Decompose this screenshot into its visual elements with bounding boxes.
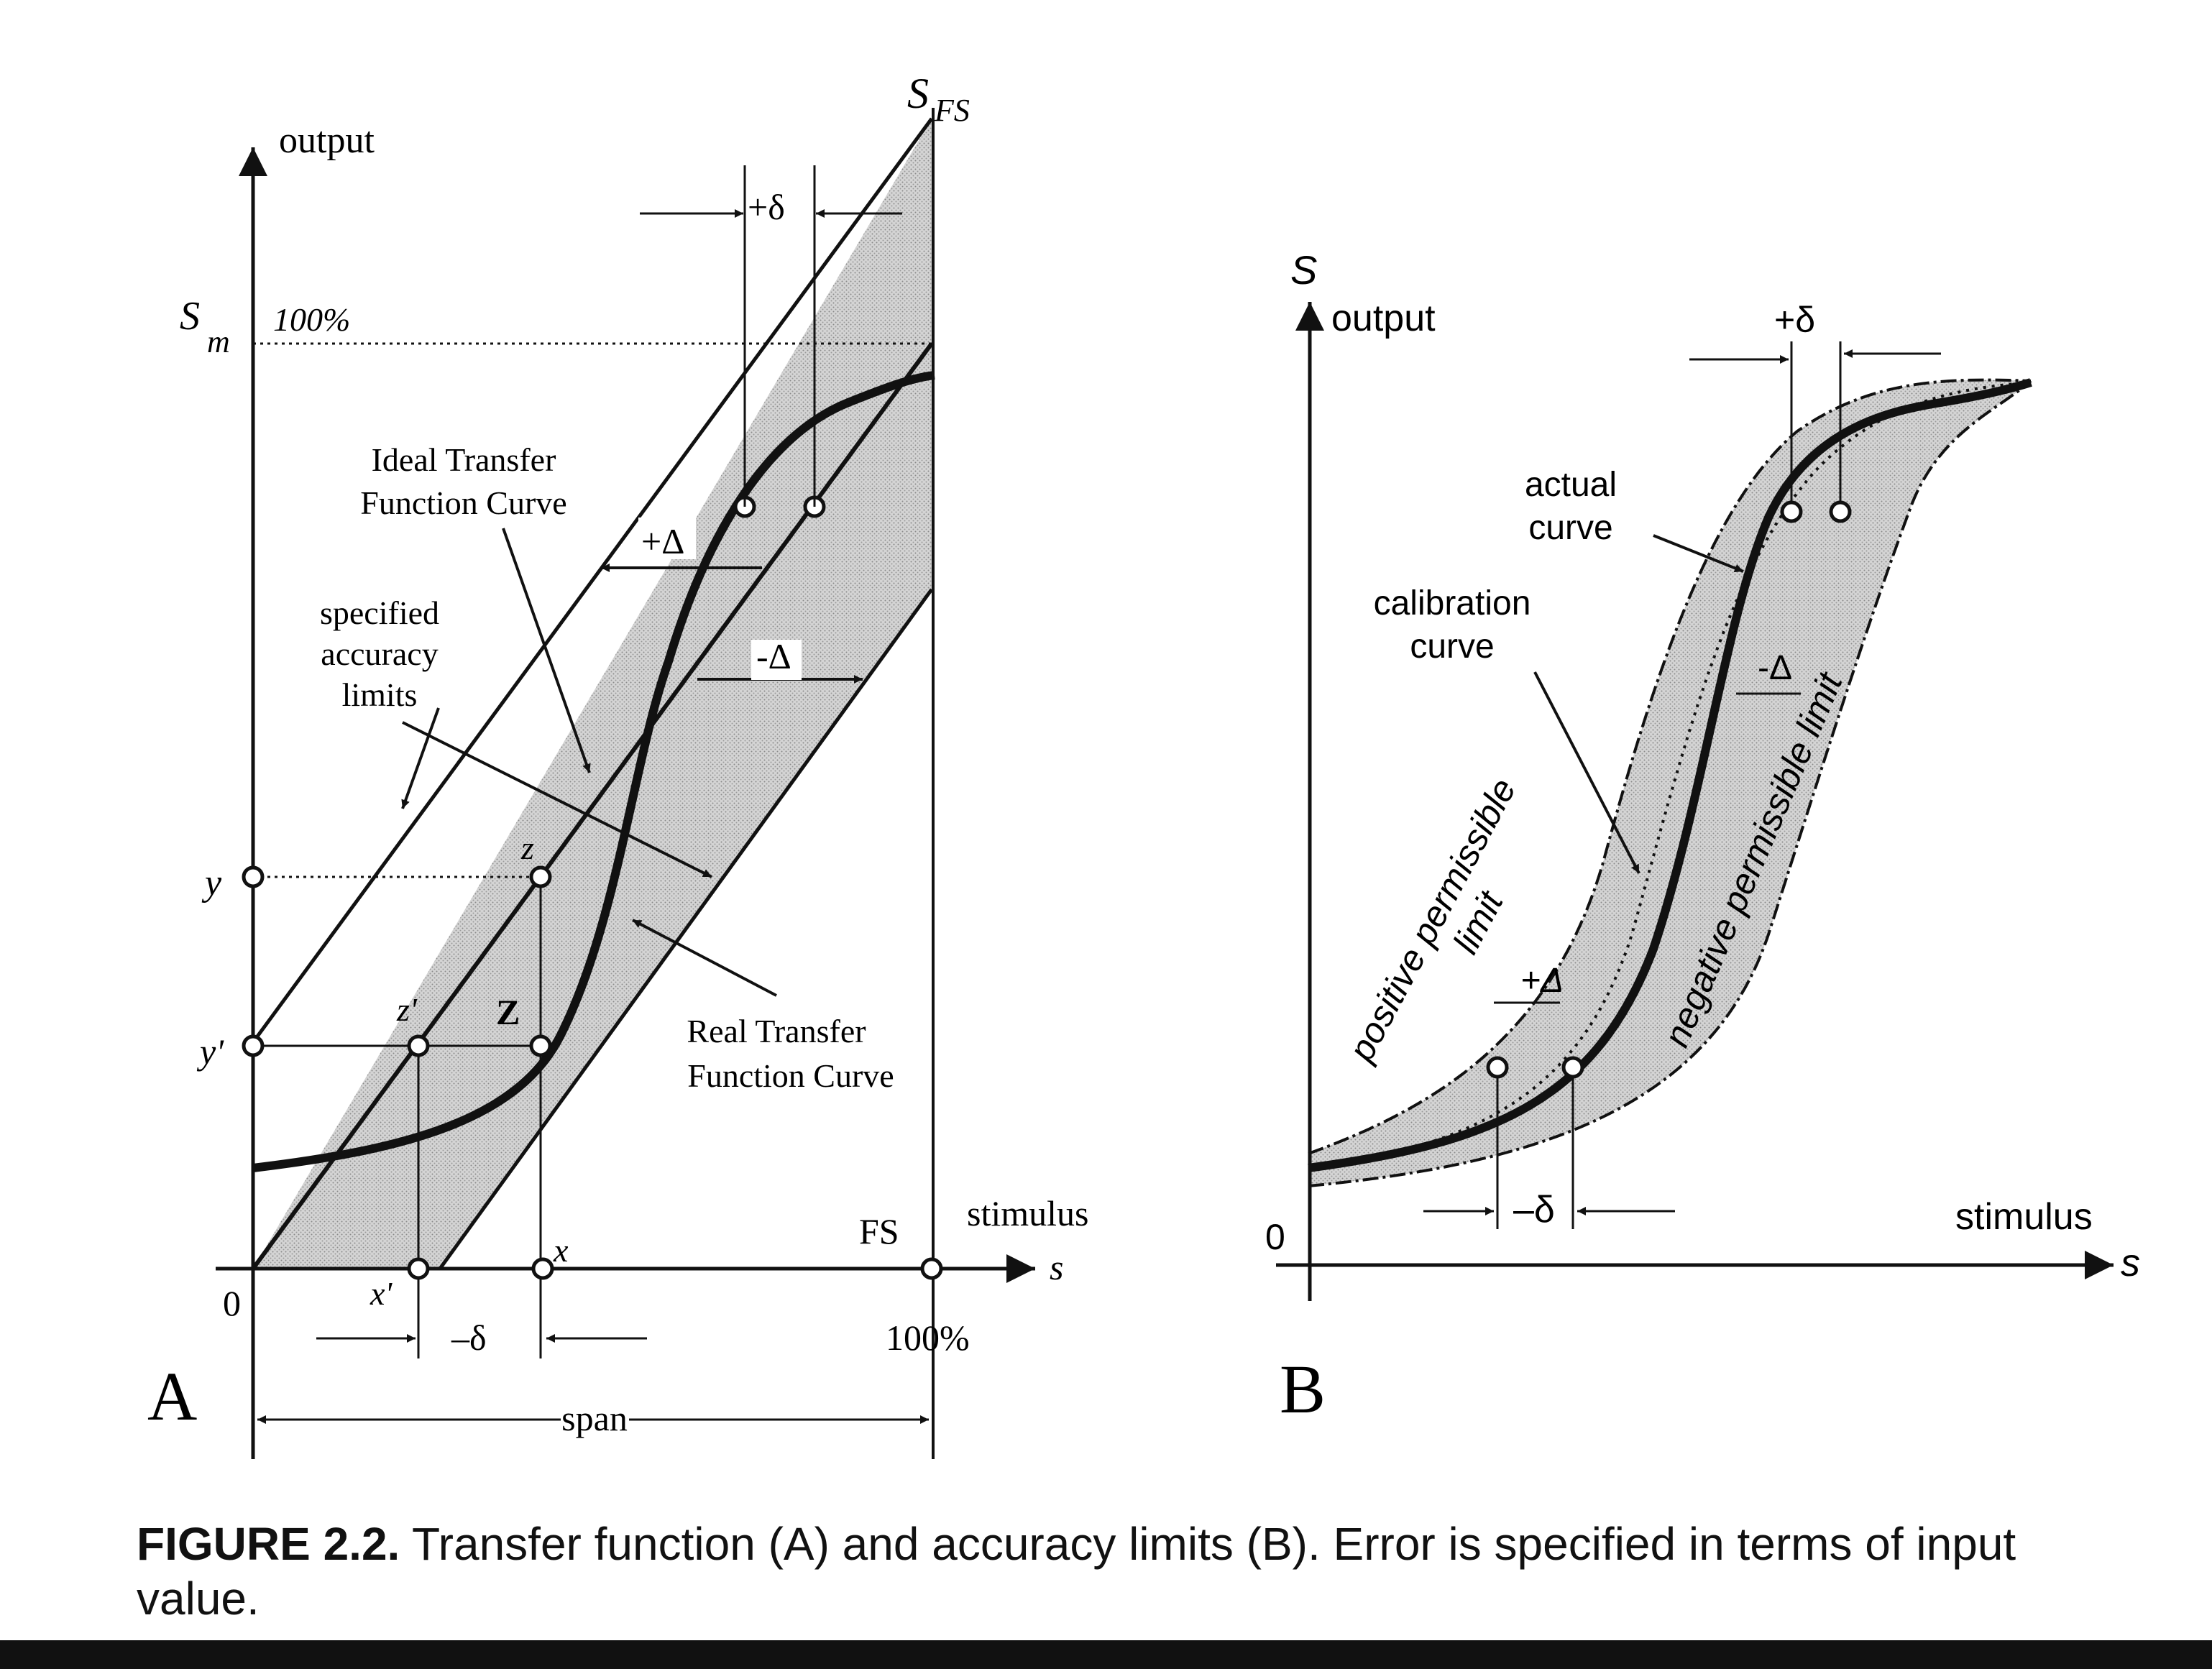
- upper-accuracy-limit: [251, 117, 934, 1044]
- accuracy-label-3: limits: [342, 676, 418, 713]
- caption-text: Transfer function (A) and accuracy limit…: [137, 1518, 2016, 1624]
- accuracy-pointer-upper: [401, 707, 440, 809]
- real-curve-pointer: [632, 919, 777, 997]
- point-z-prime: [407, 1034, 430, 1057]
- accuracy-pointer-lower: [402, 721, 712, 878]
- point-lower-b-2: [1561, 1056, 1584, 1079]
- point-upper-b-1: [1780, 500, 1803, 523]
- sm-main: S: [180, 294, 200, 339]
- accuracy-band: [253, 119, 932, 1269]
- real-transfer-curve: [252, 371, 935, 1172]
- x-label: x: [553, 1232, 569, 1269]
- point-y-prime: [242, 1034, 265, 1057]
- ideal-transfer-curve: [251, 342, 934, 1270]
- x-symbol-a: s: [1050, 1247, 1063, 1287]
- bottom-percent: 100%: [886, 1318, 970, 1358]
- y-axis-label-b: output: [1331, 298, 1436, 339]
- origin-b: 0: [1265, 1217, 1285, 1257]
- ideal-curve-label-1: Ideal Transfer: [372, 441, 556, 478]
- point-x-prime: [407, 1257, 430, 1280]
- ideal-curve-pointer: [502, 528, 591, 773]
- permissible-band: [1308, 380, 2031, 1187]
- span-label: span: [561, 1398, 628, 1438]
- point-x: [531, 1257, 554, 1280]
- minus-Delta-a: -Δ: [756, 636, 791, 676]
- panel-b: S output +δ actual curve calibration cur…: [1265, 247, 2140, 1427]
- positive-permissible-limit: [1308, 378, 2032, 1155]
- ideal-curve-label-2: Function Curve: [360, 484, 566, 521]
- plus-delta-small-a: +δ: [748, 187, 785, 227]
- actual-curve-pointer: [1653, 534, 1744, 573]
- point-upper-b-2: [1829, 500, 1852, 523]
- x-prime-label: x': [370, 1275, 393, 1312]
- calibration-label-1: calibration: [1374, 584, 1531, 622]
- actual-curve: [1308, 378, 2032, 1172]
- actual-label-2: curve: [1528, 509, 1612, 547]
- panel-b-label: B: [1280, 1351, 1326, 1427]
- x-symbol-b: s: [2121, 1241, 2140, 1284]
- figure-caption: FIGURE 2.2. Transfer function (A) and ac…: [137, 1517, 2149, 1626]
- top-percent: 100%: [273, 301, 350, 338]
- minus-delta-small-b: –δ: [1513, 1189, 1555, 1231]
- z-label: z: [520, 829, 534, 866]
- origin-a: 0: [223, 1283, 241, 1323]
- sm-sub: m: [207, 324, 230, 359]
- big-z-label: Z: [496, 992, 520, 1032]
- bottom-border: [0, 1640, 2212, 1669]
- panel-a-label: A: [147, 1358, 197, 1435]
- actual-label-1: actual: [1525, 466, 1617, 504]
- point-big-z: [529, 1034, 552, 1057]
- plus-Delta-a: +Δ: [641, 521, 684, 561]
- accuracy-label-1: specified: [320, 594, 439, 631]
- caption-title: FIGURE 2.2.: [137, 1518, 400, 1570]
- z-prime-label: z': [396, 991, 418, 1028]
- sfs-main: S: [907, 70, 929, 117]
- accuracy-label-2: accuracy: [321, 635, 438, 672]
- lower-accuracy-limit: [438, 588, 934, 1270]
- point-lower-b-1: [1486, 1056, 1509, 1079]
- y-symbol-b: S: [1290, 247, 1317, 293]
- calibration-curve-pointer: [1533, 671, 1640, 874]
- plus-Delta-b: +Δ: [1520, 962, 1564, 1000]
- plus-delta-small-b: +δ: [1774, 300, 1815, 340]
- y-prime-label: y': [196, 1031, 224, 1072]
- panel-a: output S FS S m 100% +δ Ideal Transfer F…: [147, 70, 1088, 1459]
- negative-permissible-limit: [1308, 380, 2032, 1187]
- minus-Delta-b: -Δ: [1758, 649, 1792, 687]
- y-axis-label-a: output: [279, 120, 375, 161]
- sfs-sub: FS: [934, 93, 970, 128]
- point-y: [242, 865, 265, 888]
- real-curve-label-2: Function Curve: [687, 1057, 894, 1094]
- point-fs: [920, 1257, 943, 1280]
- x-axis-label-b: stimulus: [1955, 1196, 2093, 1238]
- point-z: [529, 865, 552, 888]
- fs-label: FS: [859, 1211, 899, 1251]
- minus-delta-small-a: –δ: [451, 1318, 487, 1358]
- calibration-label-2: curve: [1410, 627, 1494, 666]
- real-curve-label-1: Real Transfer: [687, 1013, 866, 1049]
- y-label: y: [201, 863, 222, 904]
- x-axis-label-a: stimulus: [967, 1193, 1088, 1233]
